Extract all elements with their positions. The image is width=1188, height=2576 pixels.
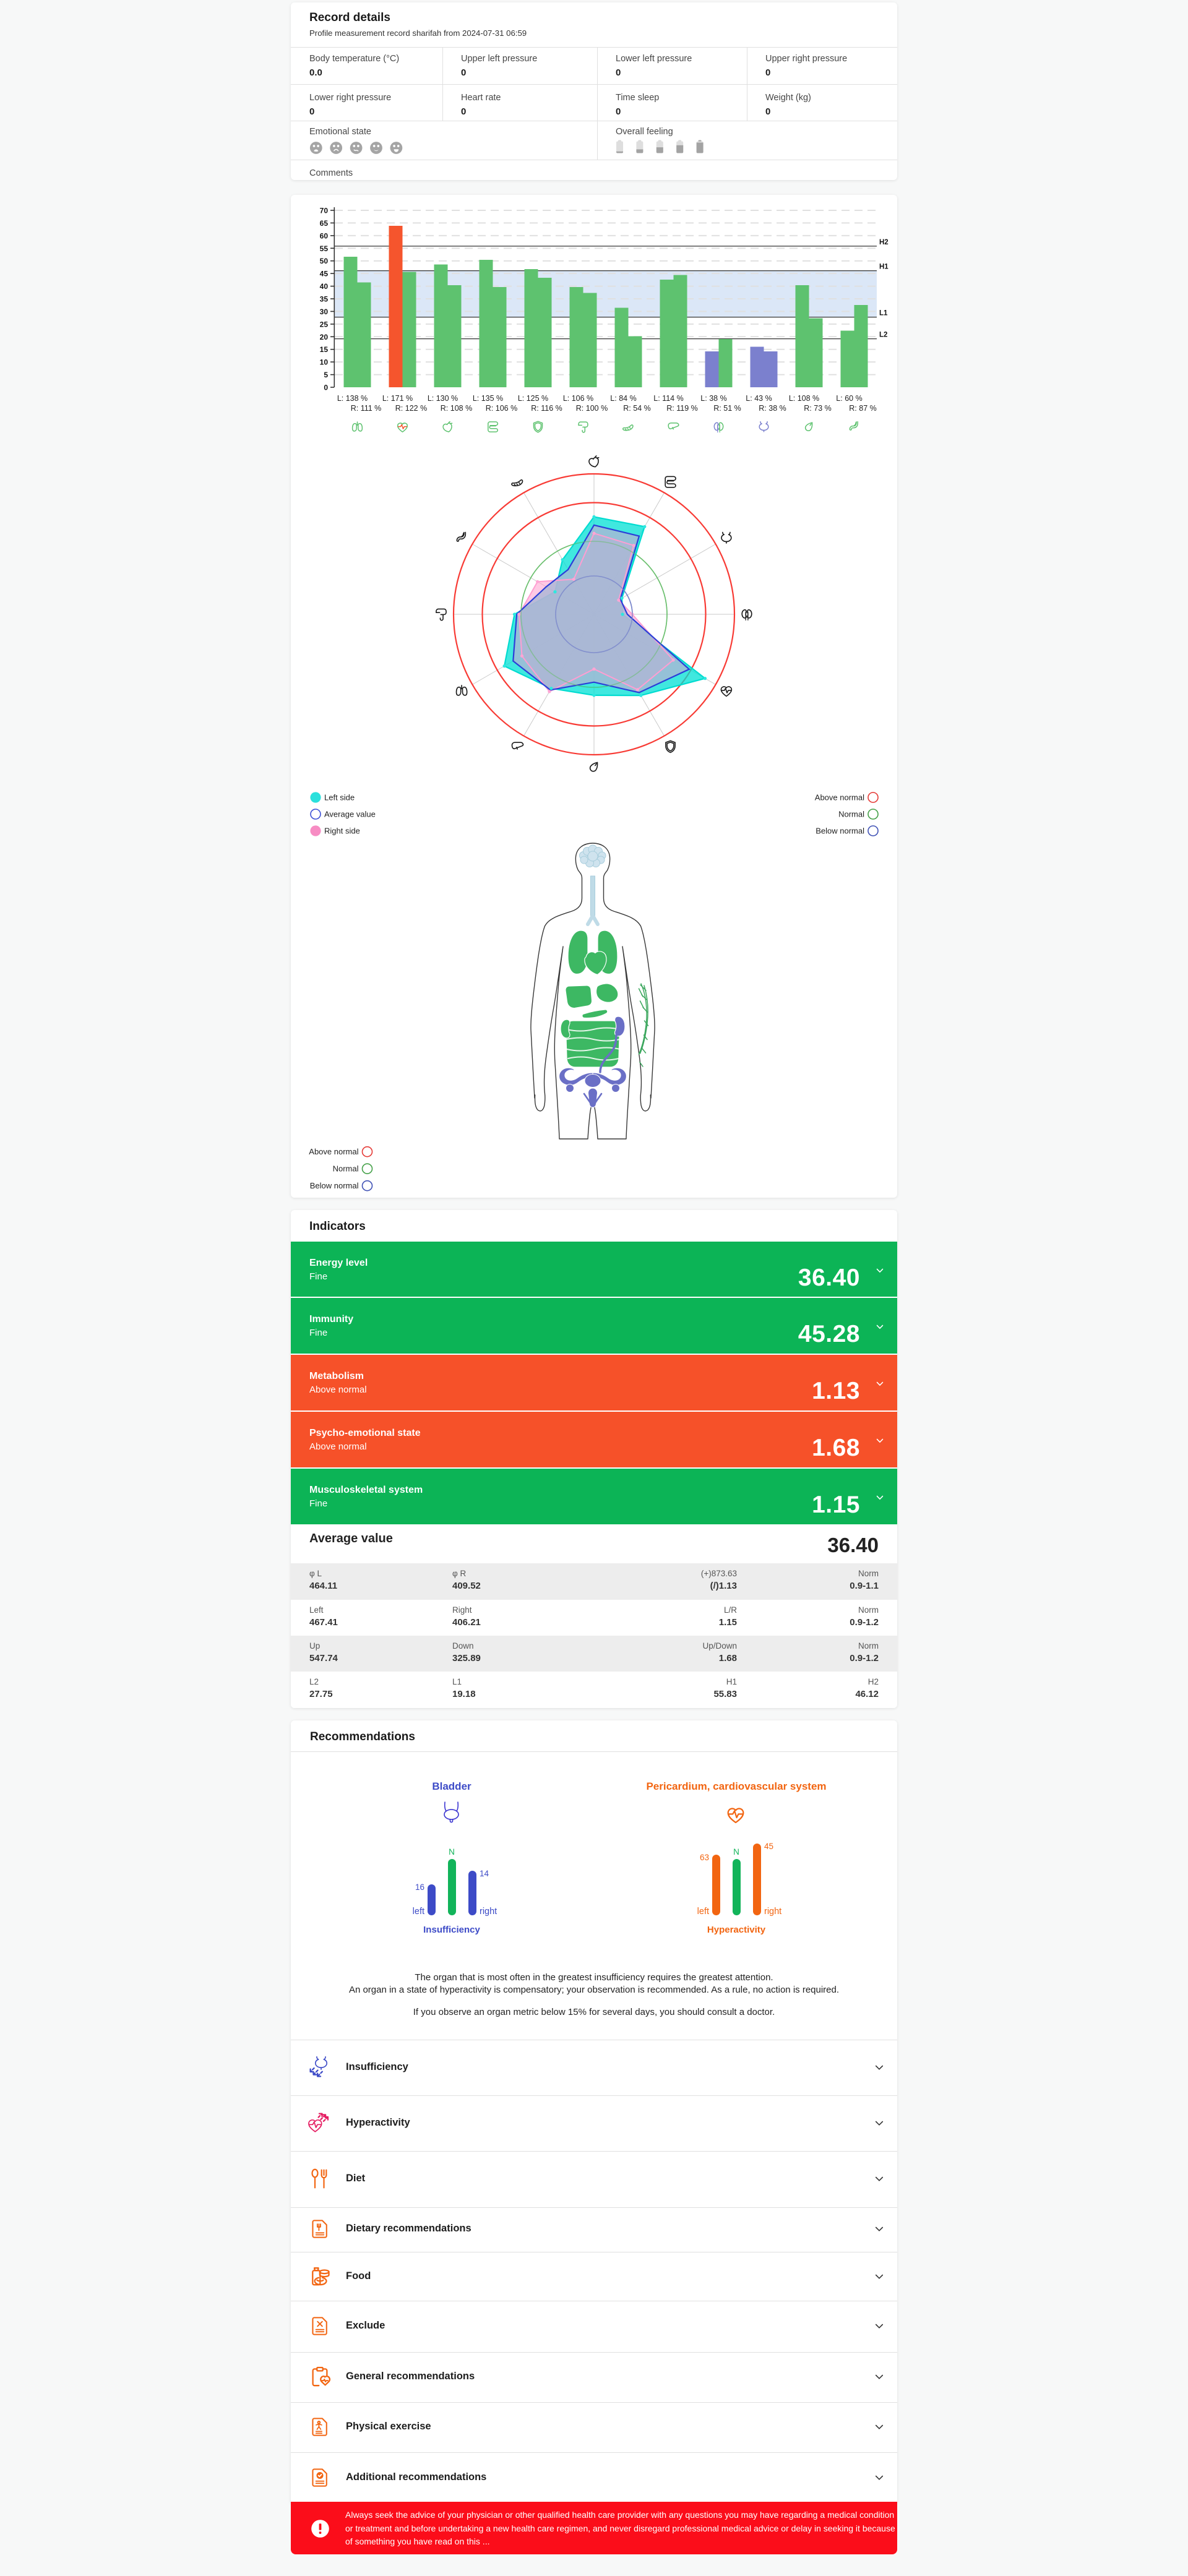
svg-text:35: 35	[320, 295, 329, 304]
svg-text:L: 114 %: L: 114 %	[653, 394, 683, 403]
svg-text:L: 130 %: L: 130 %	[428, 394, 458, 403]
svg-text:R: 119 %: R: 119 %	[666, 404, 698, 413]
svg-text:L2: L2	[879, 332, 887, 339]
svg-text:45: 45	[320, 270, 329, 278]
svg-text:30: 30	[320, 307, 329, 316]
svg-text:45: 45	[764, 1842, 773, 1851]
svg-text:L: 43 %: L: 43 %	[746, 394, 772, 403]
svg-text:N: N	[733, 1847, 739, 1857]
svg-text:right: right	[480, 1907, 497, 1917]
svg-text:63: 63	[700, 1853, 709, 1862]
svg-text:R: 38 %: R: 38 %	[759, 404, 786, 413]
svg-text:60: 60	[320, 231, 329, 240]
svg-text:R: 54 %: R: 54 %	[623, 404, 650, 413]
svg-text:Average value: Average value	[324, 810, 376, 819]
svg-text:right: right	[764, 1907, 781, 1917]
svg-text:L: 135 %: L: 135 %	[473, 394, 503, 403]
svg-text:Below normal: Below normal	[310, 1181, 359, 1190]
svg-text:40: 40	[320, 282, 329, 291]
svg-text:L: 108 %: L: 108 %	[789, 394, 819, 403]
svg-text:Above normal: Above normal	[309, 1147, 358, 1156]
svg-text:25: 25	[320, 320, 329, 328]
svg-text:L: 125 %: L: 125 %	[518, 394, 548, 403]
svg-text:Left side: Left side	[324, 793, 355, 802]
svg-text:50: 50	[320, 257, 329, 265]
svg-text:L: 171 %: L: 171 %	[382, 394, 413, 403]
svg-text:R: 116 %: R: 116 %	[531, 404, 562, 413]
svg-text:R: 51 %: R: 51 %	[713, 404, 741, 413]
svg-text:L: 106 %: L: 106 %	[563, 394, 593, 403]
svg-text:R: 87 %: R: 87 %	[849, 404, 876, 413]
svg-text:left: left	[697, 1907, 709, 1917]
svg-text:L1: L1	[879, 310, 888, 317]
svg-text:14: 14	[480, 1869, 489, 1878]
svg-text:R: 108 %: R: 108 %	[441, 404, 472, 413]
svg-text:16: 16	[415, 1883, 424, 1892]
svg-text:R: 100 %: R: 100 %	[576, 404, 608, 413]
svg-text:10: 10	[320, 358, 329, 367]
svg-text:H2: H2	[879, 239, 889, 246]
svg-text:Above normal: Above normal	[815, 793, 864, 802]
svg-text:55: 55	[320, 244, 329, 253]
svg-text:L: 138 %: L: 138 %	[337, 394, 368, 403]
svg-text:N: N	[449, 1847, 455, 1857]
svg-text:L: 84 %: L: 84 %	[610, 394, 636, 403]
svg-text:R: 111 %: R: 111 %	[351, 404, 382, 413]
svg-text:R: 73 %: R: 73 %	[804, 404, 831, 413]
svg-text:L: 60 %: L: 60 %	[836, 394, 862, 403]
svg-text:70: 70	[320, 207, 329, 215]
svg-text:L: 38 %: L: 38 %	[700, 394, 726, 403]
svg-text:left: left	[413, 1907, 424, 1917]
svg-text:20: 20	[320, 333, 329, 341]
svg-text:5: 5	[324, 371, 328, 379]
svg-text:Normal: Normal	[838, 810, 864, 819]
svg-text:65: 65	[320, 219, 329, 228]
svg-text:Below normal: Below normal	[816, 826, 864, 836]
svg-text:H1: H1	[879, 264, 889, 271]
svg-text:15: 15	[320, 345, 329, 354]
svg-text:Normal: Normal	[333, 1164, 359, 1174]
svg-text:Right side: Right side	[324, 826, 360, 836]
svg-text:R: 122 %: R: 122 %	[395, 404, 427, 413]
svg-text:0: 0	[324, 384, 328, 392]
svg-text:R: 106 %: R: 106 %	[486, 404, 517, 413]
